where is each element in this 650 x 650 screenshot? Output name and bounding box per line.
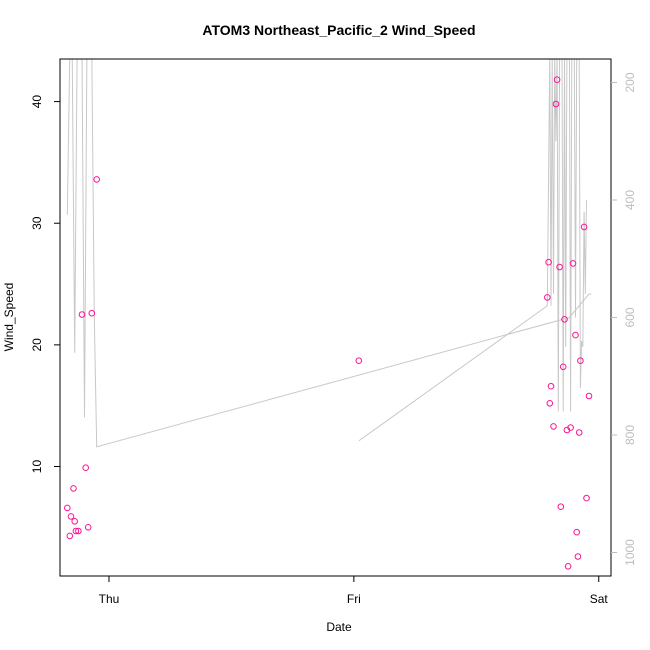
overlay-lines [66, 59, 592, 448]
y-axis-label: Wind_Speed [2, 283, 16, 352]
data-point-1 [66, 532, 74, 540]
x-axis: Thu Fri Sat [99, 576, 609, 606]
data-point-22 [559, 363, 567, 371]
y-tick-label-2: 30 [30, 216, 44, 230]
x-axis-label: Date [326, 620, 352, 634]
data-point-19 [553, 76, 561, 83]
overlay-line-1 [358, 59, 587, 442]
plot-frame [59, 58, 612, 577]
overlay-line-0 [66, 59, 592, 448]
right-tick-label-1: 400 [623, 190, 637, 210]
data-point-25 [564, 563, 572, 570]
right-tick-label-3: 800 [623, 425, 637, 445]
data-point-15 [546, 400, 554, 407]
y-tick-label-3: 40 [30, 95, 44, 109]
data-point-10 [88, 309, 96, 317]
y-tick-label-1: 20 [30, 338, 44, 352]
data-point-20 [556, 263, 563, 271]
right-tick-label-2: 600 [623, 307, 637, 327]
data-point-13 [544, 294, 551, 301]
data-point-28 [572, 331, 579, 339]
right-axis: 200 400 600 800 1000 [611, 72, 637, 566]
data-point-31 [575, 429, 583, 436]
data-point-35 [585, 392, 593, 400]
data-point-17 [550, 423, 557, 430]
data-point-33 [580, 223, 588, 231]
data-point-3 [70, 485, 77, 492]
data-point-34 [583, 494, 590, 502]
right-tick-label-0: 200 [623, 72, 637, 92]
data-point-5 [72, 527, 80, 535]
x-tick-label-2: Sat [590, 592, 609, 606]
x-tick-label-1: Fri [347, 592, 361, 606]
data-point-11 [93, 176, 100, 183]
data-point-0 [64, 504, 71, 512]
chart-title: ATOM3 Northeast_Pacific_2 Wind_Speed [202, 22, 475, 38]
data-point-12 [355, 357, 363, 365]
y-axis: 10 20 30 40 [30, 95, 60, 474]
data-point-23 [561, 316, 568, 323]
data-point-2 [67, 513, 75, 520]
data-point-14 [545, 258, 552, 266]
data-point-8 [82, 464, 89, 472]
data-point-21 [557, 503, 565, 511]
right-tick-label-4: 1000 [623, 539, 637, 566]
data-point-7 [78, 311, 86, 318]
data-point-18 [552, 100, 560, 108]
data-point-30 [574, 553, 582, 560]
y-tick-label-0: 10 [30, 460, 44, 474]
x-tick-label-0: Thu [99, 592, 120, 606]
data-point-4 [71, 518, 78, 525]
data-point-9 [84, 524, 92, 531]
data-point-32 [577, 357, 584, 365]
data-point-6 [75, 527, 82, 535]
data-points [64, 76, 593, 570]
data-point-27 [569, 260, 577, 267]
data-point-16 [547, 382, 555, 390]
data-point-26 [567, 424, 574, 431]
data-point-29 [573, 528, 581, 536]
